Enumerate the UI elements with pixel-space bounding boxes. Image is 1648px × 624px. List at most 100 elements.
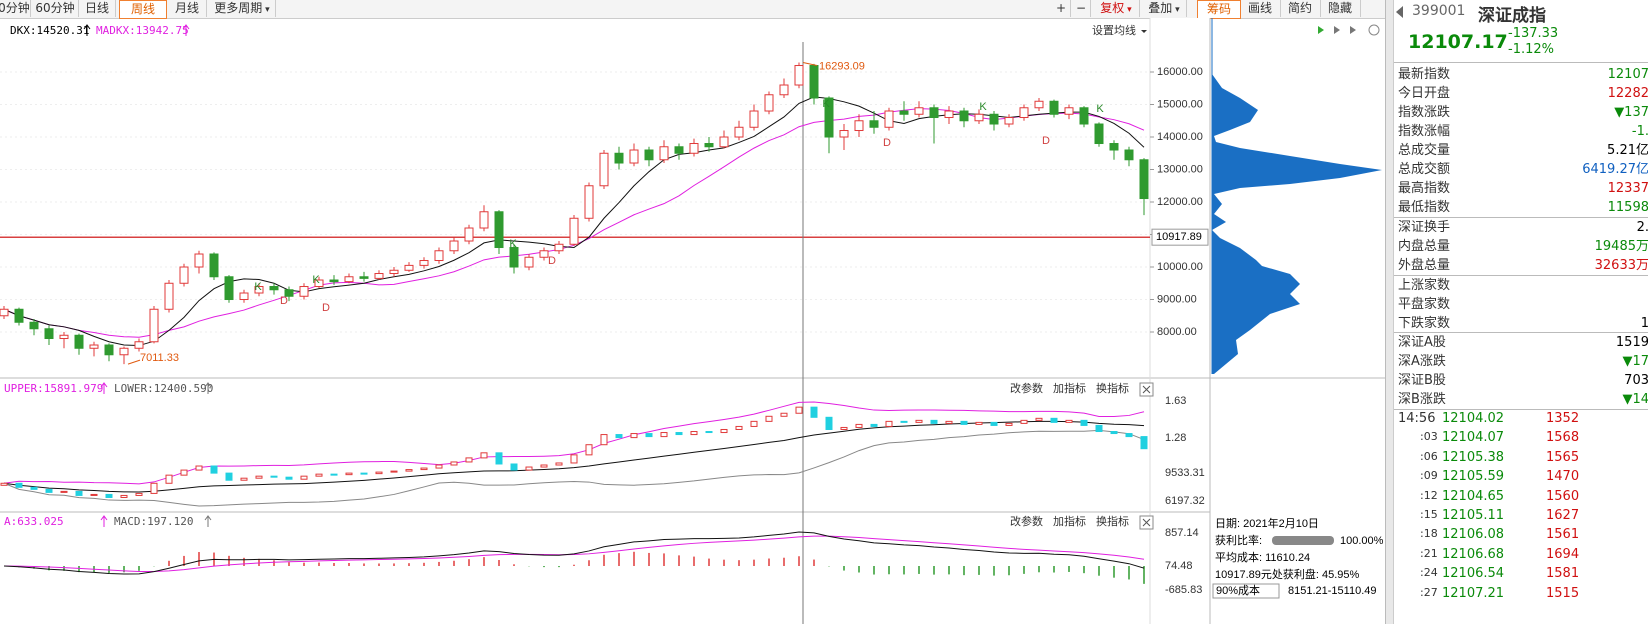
candle-body (749, 110, 759, 128)
mini-candle (465, 457, 473, 463)
boll-upper (3, 401, 1145, 485)
high-label: 16293.09 (819, 60, 865, 72)
tool-button[interactable]: 画线 (1240, 0, 1281, 17)
cost-select[interactable]: 90%成本 (1216, 583, 1260, 597)
signal-marker: K (312, 274, 320, 286)
panel-button[interactable]: 换指标 (1096, 514, 1129, 528)
mini-candle (690, 431, 698, 436)
tool-button[interactable]: 叠加 (1142, 0, 1187, 17)
candle-body (104, 344, 114, 356)
signal-marker: K (979, 101, 987, 113)
mini-candle (1095, 424, 1103, 433)
y-tick-label: 9000.00 (1157, 293, 1197, 305)
trade-price: 12106.54 (1442, 566, 1505, 582)
indicator-legend: LOWER:12400.590 (114, 382, 213, 395)
divider (1392, 409, 1648, 410)
settings-button[interactable]: 设置均线 (1092, 23, 1136, 37)
period-tab[interactable]: 0分钟 (0, 0, 31, 17)
mini-candle (510, 463, 518, 471)
period-tab[interactable]: 月线 (168, 0, 207, 17)
mini-candle (870, 423, 878, 427)
candle-body (914, 107, 924, 115)
mini-candle (135, 492, 143, 496)
ma-line (3, 96, 1145, 347)
quote-value: 1519 (1615, 335, 1648, 350)
quote-row: 内盘总量 19485万 (1398, 237, 1648, 256)
candle-body (269, 286, 279, 291)
mini-candle (960, 420, 968, 425)
mini-candle (165, 474, 173, 484)
tool-button[interactable]: + (1052, 0, 1071, 17)
mini-candle (930, 419, 938, 424)
cost-range: 8151.21-15110.49 (1288, 585, 1377, 597)
candle-body (299, 286, 309, 297)
panel-button[interactable]: 加指标 (1053, 514, 1086, 528)
trade-price: 12106.68 (1442, 546, 1505, 562)
axis-label: -685.83 (1165, 584, 1202, 596)
period-tab[interactable]: 更多周期 (209, 0, 276, 17)
close-icon (1142, 518, 1151, 527)
candle-body (449, 240, 459, 252)
quote-value: ▼14 (1622, 392, 1648, 407)
candle-body (779, 84, 789, 96)
quote-row: 最高指数 12337 (1398, 179, 1648, 198)
candle-body (899, 110, 909, 115)
mini-candle (855, 423, 863, 428)
candle-body (764, 94, 774, 112)
candle-body (0, 308, 9, 317)
candle-body (539, 250, 549, 258)
mini-candle (0, 482, 8, 486)
mini-candle (885, 420, 893, 427)
mini-candle (630, 433, 638, 439)
trade-price: 12104.65 (1442, 488, 1505, 504)
panel-button[interactable]: 改参数 (1010, 514, 1043, 528)
candle-body (839, 130, 849, 138)
trade-price: 12107.21 (1442, 585, 1505, 601)
mini-candle (15, 482, 23, 488)
period-tab[interactable]: 周线 (119, 0, 167, 19)
axis-label: 9533.31 (1165, 467, 1205, 479)
tool-button[interactable]: − (1072, 0, 1091, 17)
candle-body (374, 273, 384, 279)
mini-candle (375, 471, 383, 475)
tool-button[interactable]: 复权 (1093, 0, 1140, 17)
tool-button[interactable]: 筹码 (1197, 0, 1241, 19)
mini-candle (915, 419, 923, 423)
mini-candle (1125, 433, 1133, 438)
candle-body (494, 211, 504, 249)
panel-button[interactable]: 加指标 (1053, 381, 1086, 395)
mini-candle (945, 420, 953, 424)
quote-row: 外盘总量 32633万 (1398, 256, 1648, 275)
toolbar-icons[interactable] (1318, 24, 1380, 36)
quote-label: 总成交量 (1398, 143, 1451, 158)
y-tick-label: 10000.00 (1157, 261, 1203, 273)
trade-time: :24 (1420, 566, 1438, 580)
trade-volume: 1470 (1546, 469, 1580, 485)
panel-button[interactable]: 改参数 (1010, 381, 1043, 395)
candle-body (614, 152, 624, 164)
candle-body (224, 276, 234, 301)
quote-label: 内盘总量 (1398, 239, 1451, 254)
mini-candle (555, 462, 563, 466)
tool-button[interactable]: 隐藏 (1320, 0, 1361, 17)
period-tab[interactable]: 日线 (79, 0, 116, 17)
back-arrow[interactable] (1396, 6, 1403, 18)
candle-body (719, 136, 729, 148)
cost-select-box[interactable] (1212, 583, 1280, 599)
quote-label: 下跌家数 (1398, 316, 1451, 331)
trade-price: 12106.08 (1442, 527, 1505, 543)
tool-button[interactable]: 简约 (1280, 0, 1321, 17)
candle-body (584, 185, 594, 219)
candle-body (1124, 149, 1134, 161)
indicator-legend: A:633.025 (4, 515, 64, 528)
quote-row: 深A涨跌 ▼17 (1398, 352, 1648, 371)
trade-volume: 1568 (1546, 430, 1580, 446)
mini-candle (720, 428, 728, 434)
close-icon (1142, 385, 1151, 394)
mini-candle (900, 420, 908, 423)
high-pointer (802, 61, 818, 66)
quote-row: 今日开盘 12282 (1398, 84, 1648, 103)
quote-row: 总成交量 5.21亿 (1398, 141, 1648, 160)
period-tab[interactable]: 60分钟 (32, 0, 79, 17)
panel-button[interactable]: 换指标 (1096, 381, 1129, 395)
